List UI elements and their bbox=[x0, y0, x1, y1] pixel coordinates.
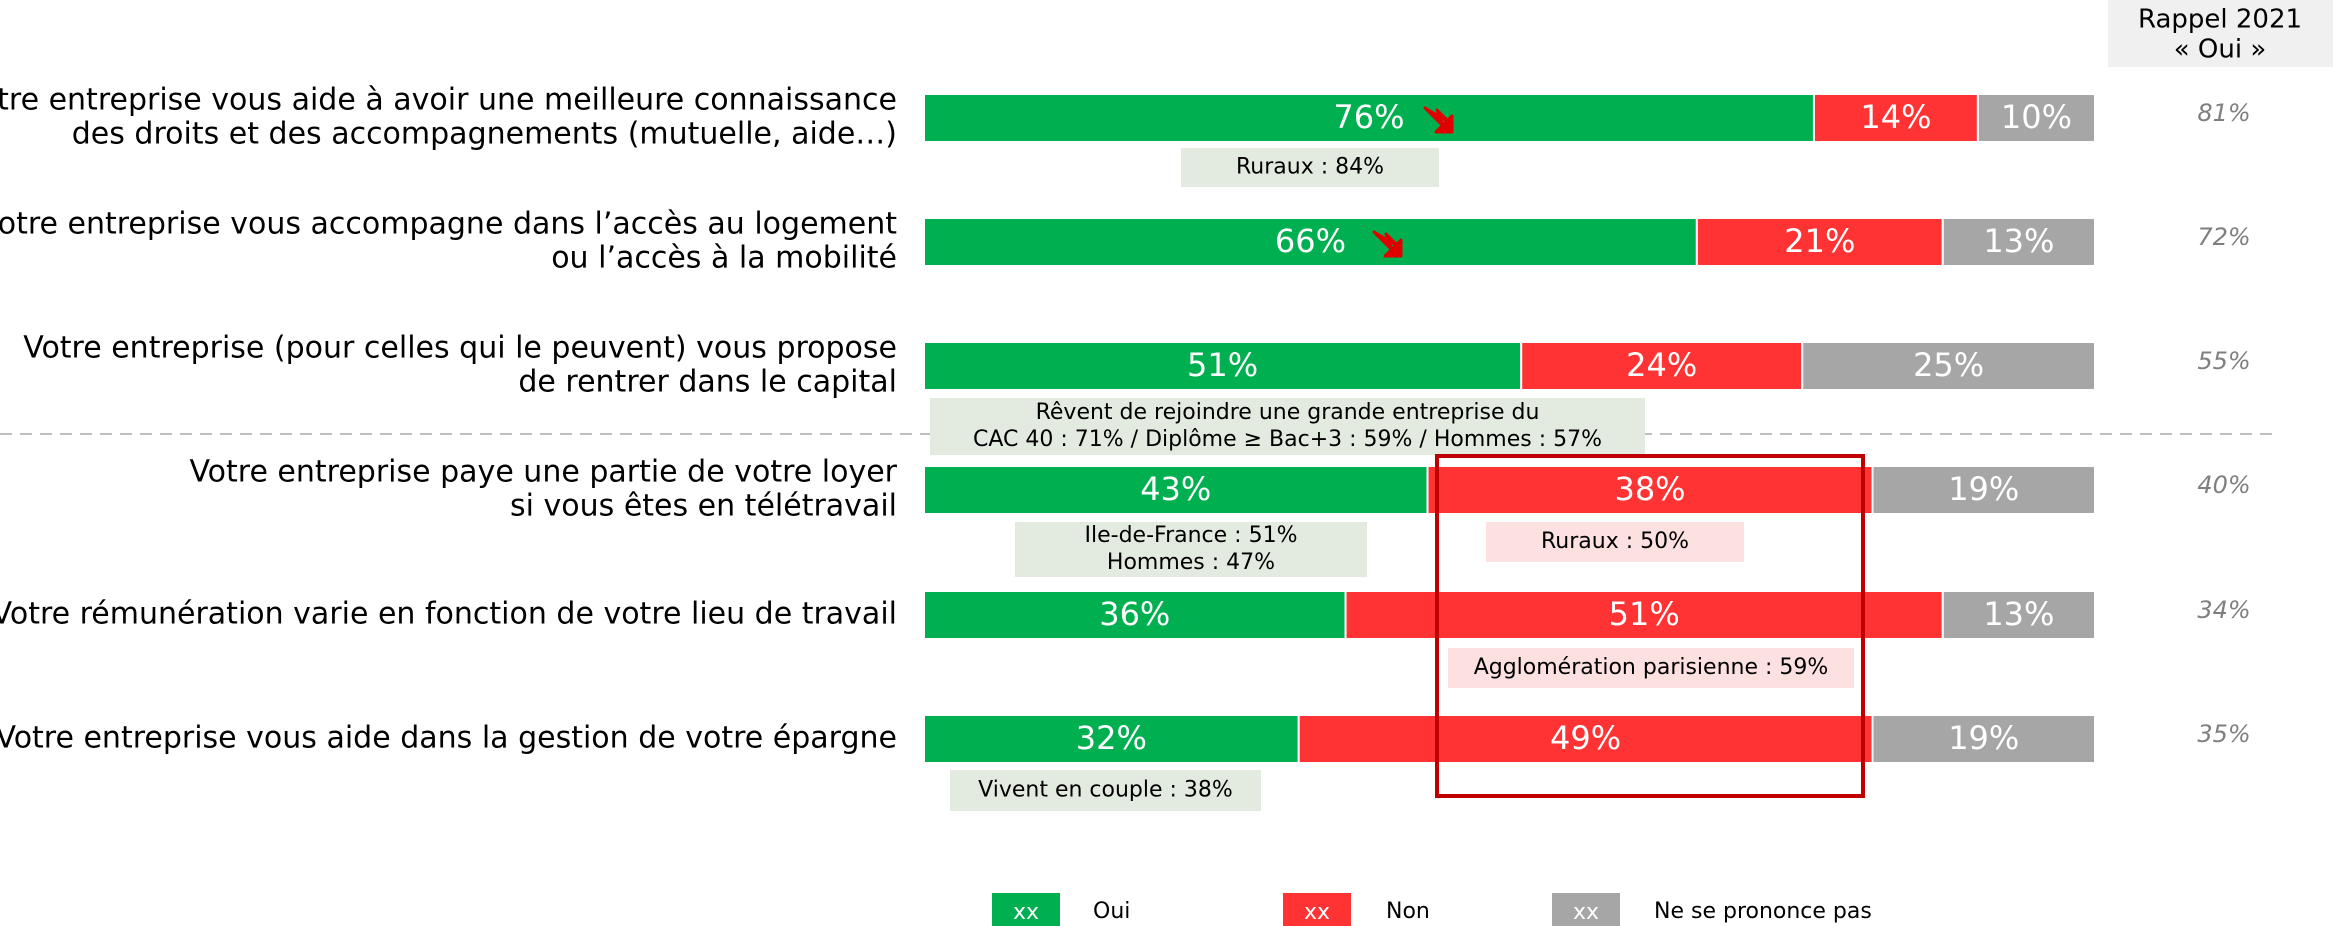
recall-value: 40% bbox=[2197, 471, 2250, 499]
recall-value: 55% bbox=[2197, 347, 2250, 375]
annotation-box bbox=[1448, 648, 1854, 688]
bar-segment bbox=[1871, 465, 2097, 515]
legend-sample: xx bbox=[1304, 900, 1330, 925]
bar-segment bbox=[1941, 217, 2097, 267]
value-label: 51% bbox=[1187, 346, 1258, 384]
plot: Votre entreprise vous aide à avoir une m… bbox=[0, 5, 2302, 926]
value-label: 51% bbox=[1609, 595, 1680, 633]
legend-label: Oui bbox=[1093, 899, 1130, 924]
annotation-box bbox=[1181, 148, 1439, 187]
bar-segment bbox=[923, 590, 1347, 640]
bar-segment bbox=[1941, 590, 2097, 640]
bar-segment bbox=[923, 93, 1815, 143]
annotation-text: CAC 40 : 71% / Diplôme ≥ Bac+3 : 59% / H… bbox=[973, 427, 1602, 452]
bar-segment bbox=[1426, 465, 1874, 515]
category-label: Votre rémunération varie en fonction de … bbox=[0, 597, 897, 632]
value-label: 13% bbox=[1983, 222, 2054, 260]
value-label: 38% bbox=[1614, 470, 1685, 508]
annotation-text: Ile-de-France : 51% bbox=[1085, 523, 1298, 548]
annotation-box bbox=[930, 398, 1645, 455]
bar-segment bbox=[1871, 714, 2097, 764]
annotation-text: Hommes : 47% bbox=[1107, 550, 1275, 575]
value-label: 66% bbox=[1275, 222, 1346, 260]
down-arrow bbox=[1372, 230, 1403, 258]
annotation-text: Ruraux : 50% bbox=[1541, 529, 1689, 554]
bar-segment bbox=[1812, 93, 1979, 143]
category-label: ou l’accès à la mobilité bbox=[551, 241, 897, 276]
bar-segment bbox=[923, 465, 1429, 515]
category-label: Votre entreprise vous accompagne dans l’… bbox=[0, 207, 897, 242]
annotation-box bbox=[1486, 522, 1744, 562]
recall-header: « Oui » bbox=[2174, 35, 2267, 65]
value-label: 21% bbox=[1784, 222, 1855, 260]
recall-header-box bbox=[2108, 0, 2333, 67]
value-label: 49% bbox=[1550, 719, 1621, 757]
bar-segment bbox=[1976, 93, 2097, 143]
annotation-text: Agglomération parisienne : 59% bbox=[1474, 655, 1829, 680]
value-label: 32% bbox=[1076, 719, 1147, 757]
value-label: 14% bbox=[1860, 98, 1931, 136]
value-label: 19% bbox=[1948, 470, 2019, 508]
annotation-box bbox=[950, 770, 1261, 811]
value-label: 76% bbox=[1333, 98, 1404, 136]
annotation-text: Vivent en couple : 38% bbox=[978, 778, 1233, 803]
category-label: des droits et des accompagnements (mutue… bbox=[72, 117, 897, 152]
category-label: Votre entreprise paye une partie de votr… bbox=[189, 455, 897, 490]
category-label: Votre entreprise vous aide dans la gesti… bbox=[0, 721, 897, 756]
value-label: 13% bbox=[1983, 595, 2054, 633]
recall-value: 72% bbox=[2197, 223, 2250, 251]
annotation-text: Rêvent de rejoindre une grande entrepris… bbox=[1036, 400, 1540, 425]
category-label: si vous êtes en télétravail bbox=[510, 489, 897, 524]
legend-sample: xx bbox=[1573, 900, 1599, 925]
legend-swatch bbox=[1283, 893, 1351, 926]
bar-segment bbox=[1801, 341, 2096, 391]
category-label: Votre entreprise (pour celles qui le peu… bbox=[23, 331, 897, 366]
value-label: 36% bbox=[1099, 595, 1170, 633]
legend-swatch bbox=[992, 893, 1060, 926]
legend-sample: xx bbox=[1013, 900, 1039, 925]
legend-label: Ne se prononce pas bbox=[1654, 899, 1872, 924]
value-label: 24% bbox=[1626, 346, 1697, 384]
annotation-text: Ruraux : 84% bbox=[1236, 155, 1384, 180]
highlight-box bbox=[1435, 454, 1865, 798]
value-label: 25% bbox=[1913, 346, 1984, 384]
recall-header: Rappel 2021 bbox=[2138, 5, 2302, 35]
legend-swatch bbox=[1552, 893, 1620, 926]
recall-value: 34% bbox=[2197, 596, 2250, 624]
legend-label: Non bbox=[1386, 899, 1430, 924]
bar-segment bbox=[1344, 590, 1944, 640]
value-label: 19% bbox=[1948, 719, 2019, 757]
annotation-box bbox=[1015, 522, 1367, 577]
bar-segment bbox=[923, 217, 1698, 267]
recall-value: 35% bbox=[2197, 720, 2250, 748]
value-label: 43% bbox=[1140, 470, 1211, 508]
category-label: Votre entreprise vous aide à avoir une m… bbox=[0, 83, 897, 118]
category-label: de rentrer dans le capital bbox=[518, 365, 897, 400]
value-label: 10% bbox=[2001, 98, 2072, 136]
recall-value: 81% bbox=[2197, 99, 2250, 127]
down-arrow bbox=[1423, 106, 1454, 134]
